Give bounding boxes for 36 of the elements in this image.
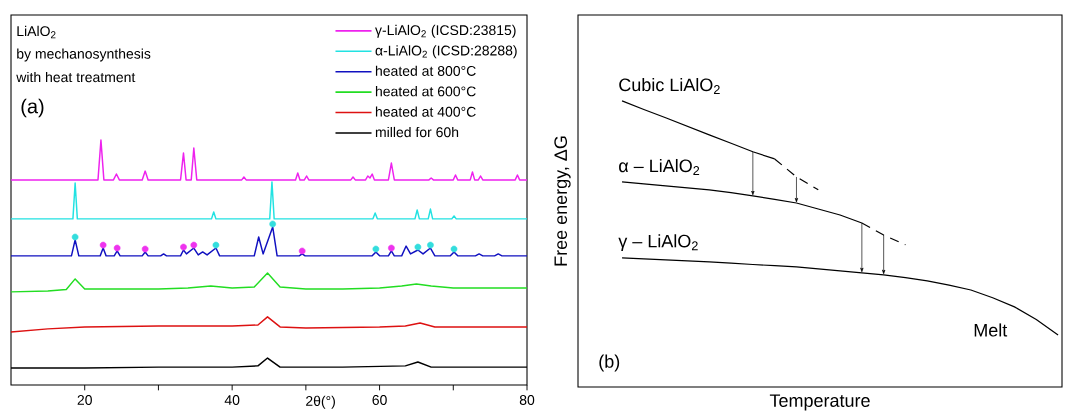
point: [99, 241, 107, 249]
point: [388, 244, 395, 252]
point: [414, 243, 422, 251]
x-axis-title: Temperature: [769, 394, 870, 411]
series-label: α – LiAlO$_{2}$: [619, 158, 700, 175]
x-tick-label: 80: [519, 395, 535, 405]
point: [180, 243, 187, 251]
point: [212, 241, 220, 249]
point: [298, 247, 306, 255]
point: [113, 244, 121, 252]
point: [190, 241, 198, 249]
legend-label: heated at 400°C: [375, 106, 476, 117]
x-tick-label: 20: [77, 395, 92, 405]
legend-label: heated at 600°C: [375, 86, 476, 97]
x-tick-label: 40: [224, 395, 240, 405]
text: LiAlO$_{2}$: [17, 25, 56, 39]
legend-label: α-LiAlO$_{2}$ (ICSD:28288): [375, 45, 517, 59]
text: (a): [21, 98, 44, 118]
point: [450, 245, 458, 253]
series-label: γ – LiAlO$_{2}$: [618, 234, 698, 252]
text: with heat treatment: [16, 71, 136, 83]
point: [372, 245, 380, 253]
legend-label: heated at 800°C: [375, 65, 476, 76]
point: [141, 245, 149, 253]
point: [269, 220, 277, 228]
series-label: Cubic LiAlO$_{2}$: [619, 77, 720, 94]
x-tick-label: 60: [372, 395, 387, 405]
x-axis-title: 2θ(°): [306, 395, 335, 409]
y-axis-title: Free energy, ΔG: [554, 136, 571, 266]
point: [427, 241, 434, 249]
annotation: Melt: [974, 323, 1008, 337]
point: [71, 233, 79, 241]
text: by mechanosynthesis: [17, 48, 151, 62]
legend-label: milled for 60h: [375, 126, 459, 138]
legend-label: γ-LiAlO$_{2}$ (ICSD:23815): [375, 24, 516, 38]
annotation: (b): [599, 354, 620, 372]
